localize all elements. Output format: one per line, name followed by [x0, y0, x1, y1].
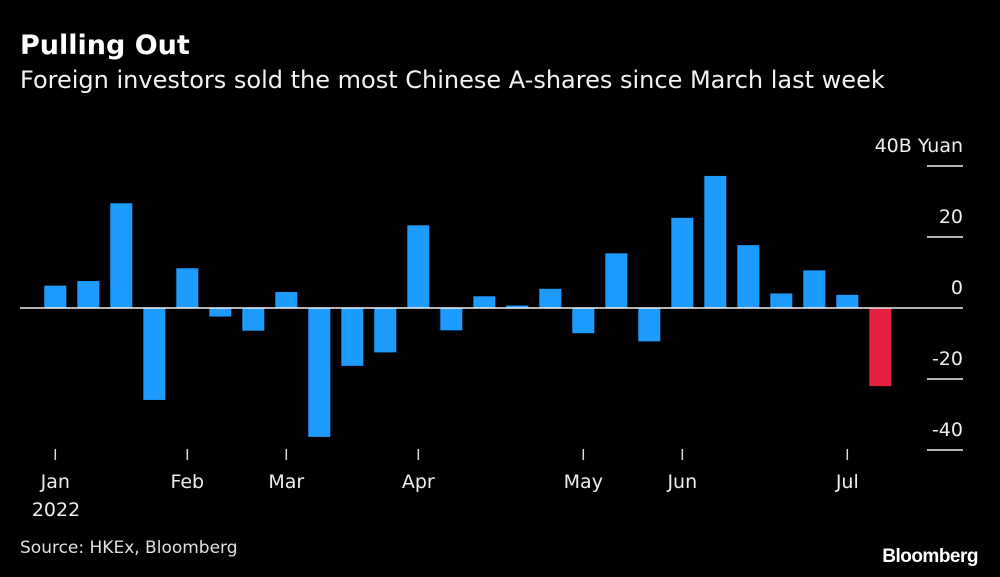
bar [374, 308, 397, 353]
bar [110, 203, 133, 308]
bar [308, 308, 331, 437]
bar [77, 281, 100, 308]
bar [440, 308, 463, 331]
bar [572, 308, 595, 334]
bar [770, 293, 793, 308]
bar [539, 288, 562, 308]
bar [407, 225, 430, 308]
bar [869, 308, 892, 387]
bar [506, 305, 529, 308]
y-tick-label: 40B Yuan [875, 135, 963, 157]
bar [704, 175, 727, 308]
y-tick-label: 0 [951, 277, 963, 299]
bar [803, 270, 826, 308]
chart-subtitle: Foreign investors sold the most Chinese … [20, 66, 885, 94]
bar [671, 217, 694, 308]
year-label: 2022 [32, 499, 80, 521]
y-tick-label: -20 [932, 348, 963, 370]
bloomberg-logo: Bloomberg [882, 546, 978, 567]
x-tick-label: Jul [835, 471, 859, 493]
y-tick-label: 20 [939, 206, 963, 228]
bar [242, 308, 265, 331]
x-tick-label: Jan [40, 471, 70, 493]
x-tick-label: Jun [666, 471, 697, 493]
bar [638, 308, 661, 342]
chart-title: Pulling Out [20, 30, 190, 61]
bar [44, 285, 67, 308]
x-tick-label: Apr [402, 471, 435, 493]
bar [143, 308, 166, 400]
bar [176, 268, 199, 308]
x-tick-label: Feb [170, 471, 204, 493]
bar [605, 253, 628, 308]
bar [473, 296, 496, 308]
source-note: Source: HKEx, Bloomberg [20, 538, 238, 558]
y-tick-label: -40 [932, 419, 963, 441]
bar [209, 308, 232, 317]
bar [836, 294, 859, 308]
bar [275, 292, 298, 308]
bar [737, 245, 760, 308]
x-tick-label: Mar [268, 471, 304, 493]
bar [341, 308, 364, 366]
x-tick-label: May [564, 471, 603, 493]
